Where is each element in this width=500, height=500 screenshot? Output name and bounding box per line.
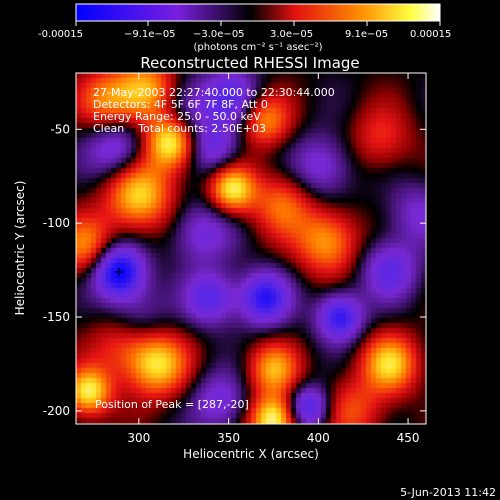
y-axis: -50 -100 -150 -200 bbox=[43, 122, 426, 418]
colorbar-tick-label: 3.0e−05 bbox=[270, 29, 313, 40]
info-line-counts: Clean Total counts: 2.50E+03 bbox=[93, 122, 266, 135]
colorbar-ticks bbox=[75, 21, 441, 26]
colorbar-tick-label: -0.00015 bbox=[38, 29, 83, 40]
y-tick-label: -100 bbox=[43, 216, 70, 230]
colorbar bbox=[75, 3, 441, 22]
x-axis-label: Heliocentric X (arcsec) bbox=[183, 447, 319, 461]
x-tick-label: 350 bbox=[217, 431, 240, 445]
x-tick-label: 300 bbox=[127, 431, 150, 445]
x-tick-label: 450 bbox=[397, 431, 420, 445]
heatmap-area bbox=[76, 73, 426, 424]
colorbar-tick-label: 9.1e−05 bbox=[345, 29, 388, 40]
colorbar-tick-labels: -0.00015 −9.1e−05 −3.0e−05 3.0e−05 9.1e−… bbox=[38, 29, 451, 40]
footer-date: 5-Jun-2013 11:42 bbox=[400, 486, 496, 499]
peak-position-label: Position of Peak = [287,-20] bbox=[95, 398, 249, 411]
y-tick-label: -200 bbox=[43, 404, 70, 418]
peak-marker bbox=[115, 267, 124, 276]
x-axis: 300 350 400 450 bbox=[127, 73, 420, 445]
info-line-time: 27-May-2003 22:27:40.000 to 22:30:44.000 bbox=[93, 86, 335, 99]
colorbar-tick-label: −3.0e−05 bbox=[193, 29, 245, 40]
heatmap-canvas bbox=[76, 73, 426, 424]
y-tick-label: -50 bbox=[50, 122, 70, 136]
colorbar-tick-label: −9.1e−05 bbox=[124, 29, 176, 40]
info-line-detectors: Detectors: 4F 5F 6F 7F 8F, Att 0 bbox=[93, 98, 268, 111]
y-tick-label: -150 bbox=[43, 310, 70, 324]
x-tick-label: 400 bbox=[307, 431, 330, 445]
info-line-energy: Energy Range: 25.0 - 50.0 keV bbox=[93, 110, 261, 123]
plot-frame bbox=[75, 72, 427, 425]
colorbar-tick-label: 0.00015 bbox=[410, 29, 451, 40]
y-axis-label: Heliocentric Y (arcsec) bbox=[13, 181, 27, 316]
chart-title: Reconstructed RHESSI Image bbox=[140, 54, 359, 72]
colorbar-unit-label: (photons cm⁻² s⁻¹ asec⁻²) bbox=[193, 42, 322, 53]
